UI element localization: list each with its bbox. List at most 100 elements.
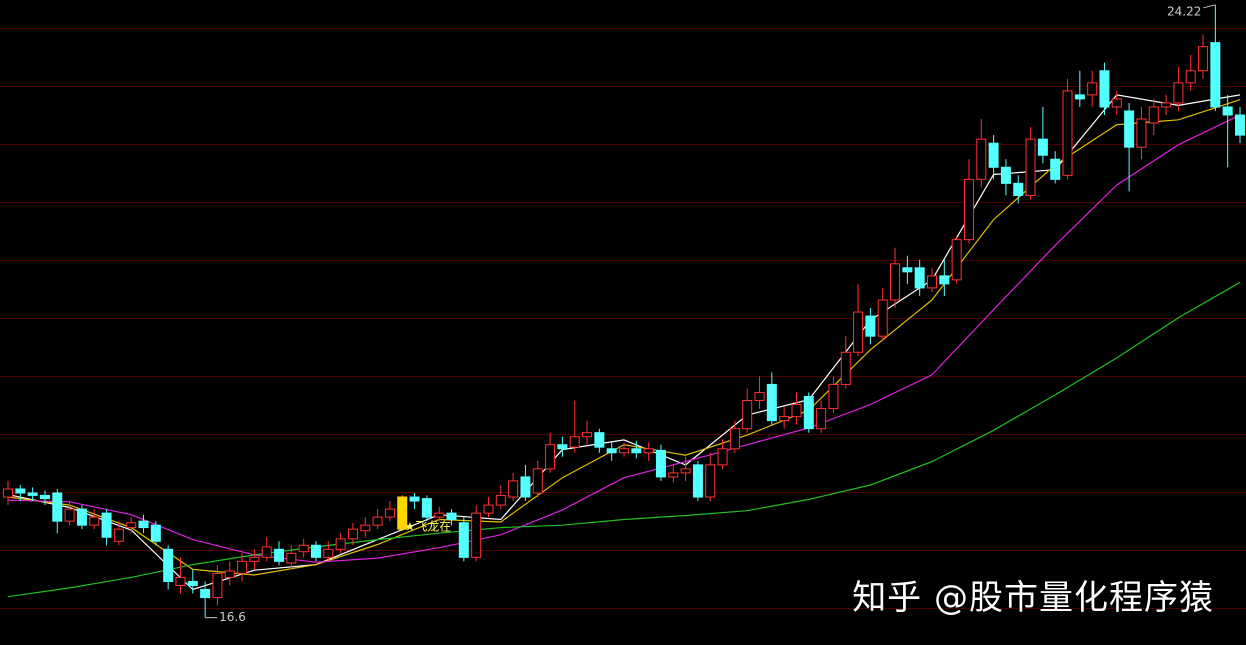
candle-body bbox=[323, 548, 334, 558]
candle-body bbox=[816, 408, 827, 430]
min-label: 16.6 bbox=[219, 610, 246, 624]
candle-body bbox=[163, 548, 174, 582]
candle-body bbox=[360, 524, 371, 532]
candle-body bbox=[1124, 110, 1135, 148]
candle-body bbox=[39, 494, 50, 500]
candle-body bbox=[64, 508, 75, 522]
candle-body bbox=[927, 275, 937, 289]
candle-body bbox=[1062, 90, 1073, 176]
candle-body bbox=[803, 395, 814, 430]
candle-body bbox=[200, 589, 211, 599]
candle-body bbox=[742, 400, 753, 430]
candle-body bbox=[1013, 182, 1024, 196]
candle-body bbox=[1173, 82, 1184, 104]
watermark: 知乎 @股市量化程序猿 bbox=[852, 578, 1214, 618]
candle-body bbox=[89, 516, 100, 526]
candle-body bbox=[286, 552, 297, 564]
candle-body bbox=[150, 524, 161, 542]
candle-body bbox=[495, 494, 506, 506]
candle-body bbox=[175, 576, 186, 586]
candle-body bbox=[976, 138, 987, 180]
candle-body bbox=[3, 488, 13, 498]
candle-body bbox=[237, 560, 248, 574]
candle-body bbox=[409, 496, 420, 502]
candle-body bbox=[508, 480, 519, 498]
signal-label: ★飞龙在 bbox=[405, 520, 452, 534]
candle-body bbox=[15, 488, 26, 494]
candle-body bbox=[1050, 158, 1061, 180]
candle-body bbox=[138, 520, 149, 529]
candle-body bbox=[1136, 118, 1147, 148]
candle-body bbox=[779, 416, 790, 422]
candle-body bbox=[113, 528, 124, 542]
candle-body bbox=[471, 512, 482, 558]
candle-body bbox=[545, 444, 556, 470]
candle-body bbox=[557, 444, 568, 450]
max-leader bbox=[1203, 4, 1216, 9]
candle-body bbox=[397, 496, 408, 530]
candle-body bbox=[1025, 138, 1036, 196]
candle-body bbox=[27, 492, 38, 496]
candle-body bbox=[594, 432, 605, 448]
candle-body bbox=[384, 508, 395, 518]
candle-body bbox=[446, 512, 457, 521]
candle-body bbox=[963, 178, 974, 241]
candle-body bbox=[298, 544, 309, 553]
candle-body bbox=[1148, 106, 1159, 124]
candle-body bbox=[224, 570, 235, 578]
candle-body bbox=[187, 580, 198, 586]
ma-line bbox=[7, 114, 1241, 563]
candle-body bbox=[212, 572, 223, 599]
candle-body bbox=[421, 498, 432, 518]
candle-body bbox=[52, 492, 63, 522]
candle-body bbox=[939, 275, 950, 285]
candle-body bbox=[754, 391, 765, 402]
candle-body bbox=[680, 468, 691, 474]
candle-body bbox=[347, 528, 358, 540]
candle-body bbox=[705, 464, 716, 498]
candle-body bbox=[1087, 82, 1098, 96]
candle-body bbox=[311, 544, 321, 558]
candle-body bbox=[1161, 102, 1172, 108]
candle-body bbox=[729, 428, 740, 450]
candle-body bbox=[1099, 70, 1110, 108]
candle-body bbox=[532, 468, 543, 494]
candle-body bbox=[126, 522, 137, 529]
candle-body bbox=[1000, 166, 1011, 184]
candle-body bbox=[520, 476, 531, 498]
candle-body bbox=[249, 556, 260, 562]
candle-body bbox=[1222, 106, 1233, 116]
candle-body bbox=[791, 404, 802, 418]
candle-body bbox=[877, 299, 888, 337]
candle-body bbox=[1111, 98, 1122, 108]
candle-body bbox=[951, 239, 962, 281]
candle-body bbox=[1235, 114, 1245, 136]
candle-body bbox=[668, 472, 679, 478]
candle-body bbox=[988, 142, 999, 168]
candle-body bbox=[1198, 46, 1209, 72]
candle-body bbox=[582, 432, 593, 438]
max-label: 24.22 bbox=[1167, 4, 1201, 18]
candle-body bbox=[335, 538, 346, 550]
candle-body bbox=[606, 448, 617, 454]
candle-body bbox=[76, 508, 87, 526]
candle-body bbox=[619, 448, 629, 454]
candle-body bbox=[261, 546, 272, 558]
candle-body bbox=[692, 464, 703, 498]
candle-body bbox=[717, 448, 728, 466]
candle-body bbox=[1037, 138, 1048, 156]
candle-body bbox=[840, 351, 851, 385]
candle-body bbox=[372, 516, 383, 526]
candle-body bbox=[434, 512, 445, 518]
candle-body bbox=[1210, 42, 1221, 108]
candle-body bbox=[643, 448, 654, 454]
candle-body bbox=[828, 383, 839, 410]
candle-body bbox=[631, 448, 642, 454]
candle-body bbox=[914, 267, 925, 289]
candle-body bbox=[458, 522, 469, 558]
candle-body bbox=[766, 383, 777, 422]
candle-body bbox=[902, 267, 913, 273]
candle-body bbox=[1074, 94, 1085, 100]
